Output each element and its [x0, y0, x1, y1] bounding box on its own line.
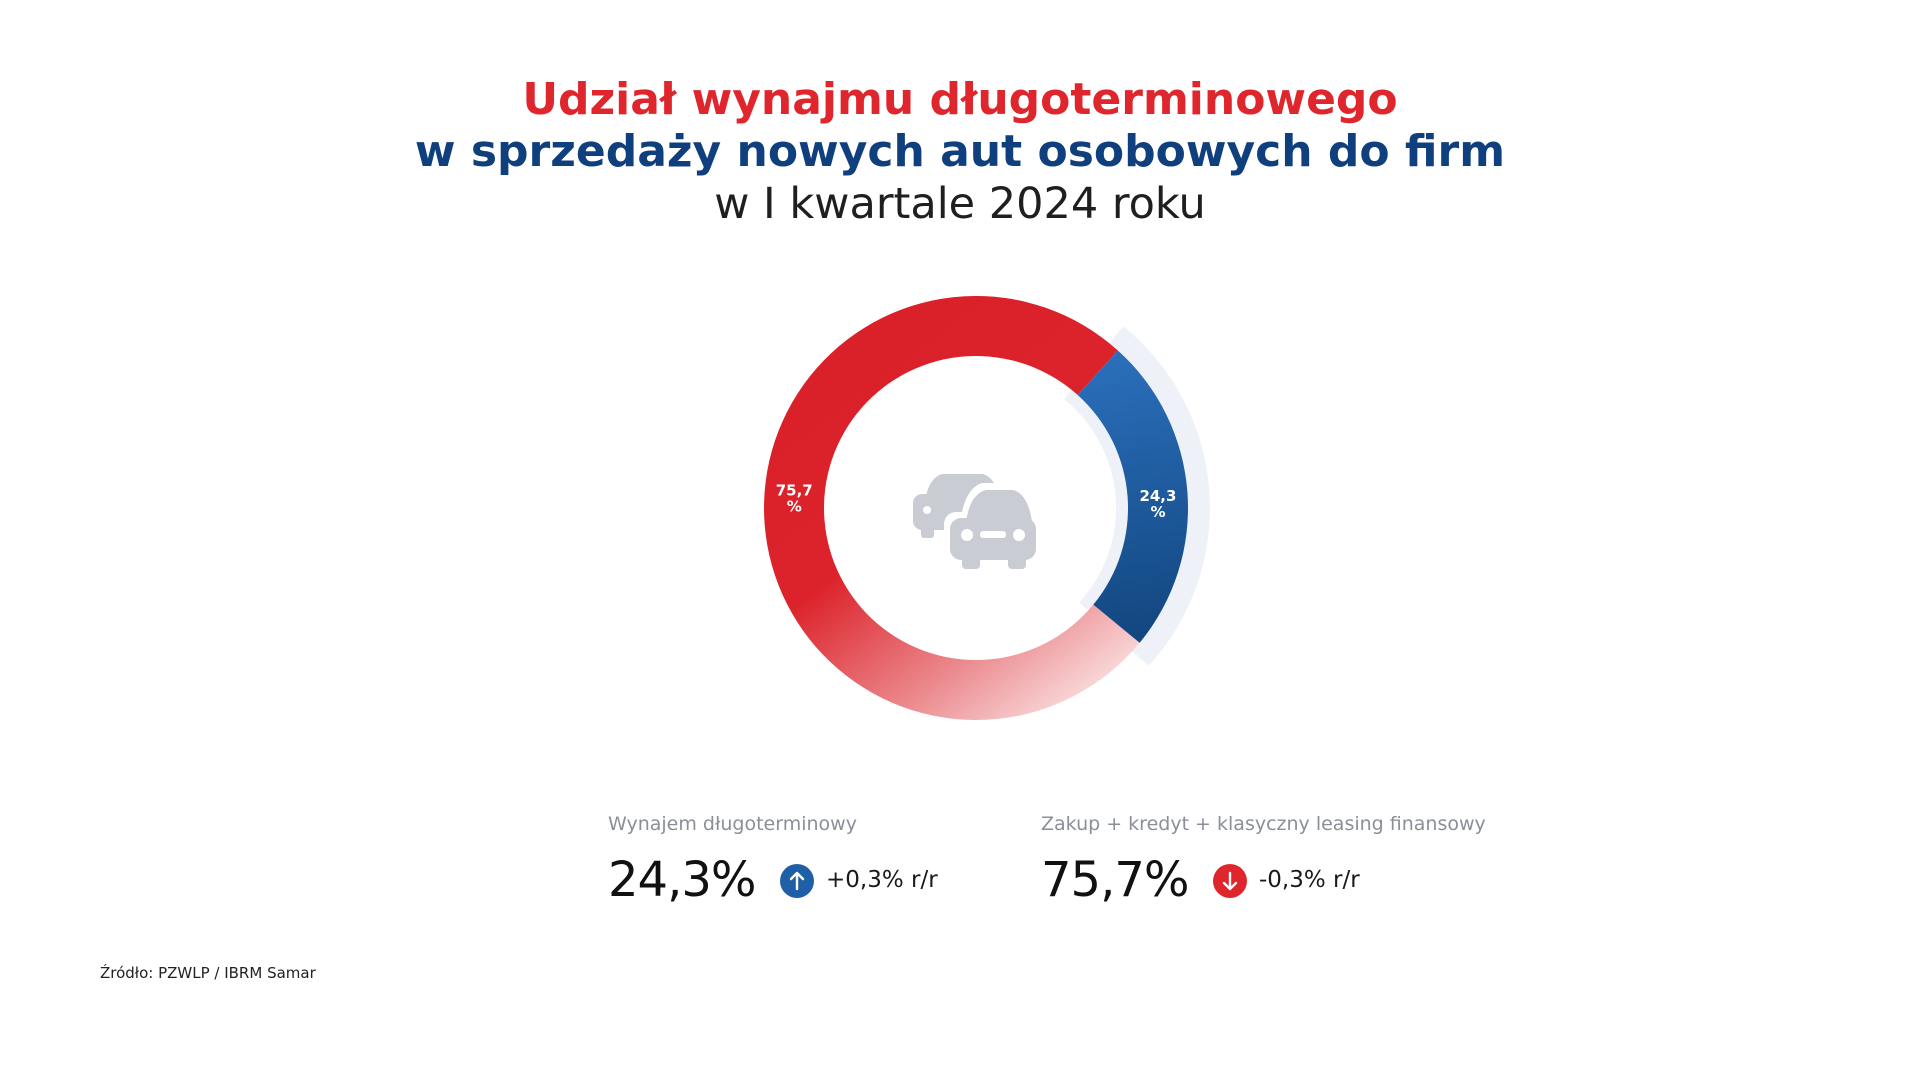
legend-change: -0,3% r/r — [1259, 867, 1360, 893]
legend-change: +0,3% r/r — [826, 867, 938, 893]
title-line-1: Udział wynajmu długoterminowego — [522, 74, 1398, 125]
arrow-up-icon — [780, 864, 814, 898]
donut-slice-leasing — [764, 295, 1140, 720]
legend-label: Zakup + kredyt + klasyczny leasing finan… — [1041, 813, 1486, 835]
chart-title: Udział wynajmu długoterminowego w sprzed… — [0, 74, 1920, 230]
slice-label-leasing-value: 75,7 — [776, 481, 813, 499]
source-note: Źródło: PZWLP / IBRM Samar — [100, 964, 316, 982]
cars-icon — [913, 474, 1038, 569]
legend-value: 75,7% — [1041, 852, 1189, 908]
title-line-3: w I kwartale 2024 roku — [714, 179, 1206, 229]
slice-label-rental-unit: % — [1150, 503, 1165, 521]
legend-item-long-term-rental: Wynajem długoterminowy 24,3% +0,3% r/r — [608, 812, 938, 908]
slice-label-rental-value: 24,3 — [1139, 487, 1176, 505]
legend-label: Wynajem długoterminowy — [608, 813, 857, 835]
donut-slice-long-term-rental — [1077, 350, 1189, 643]
legend-value: 24,3% — [608, 852, 756, 908]
title-line-2: w sprzedaży nowych aut osobowych do firm — [414, 126, 1506, 177]
slice-label-leasing-unit: % — [787, 497, 802, 515]
arrow-down-icon — [1213, 864, 1247, 898]
legend-item-leasing: Zakup + kredyt + klasyczny leasing finan… — [1041, 812, 1486, 908]
